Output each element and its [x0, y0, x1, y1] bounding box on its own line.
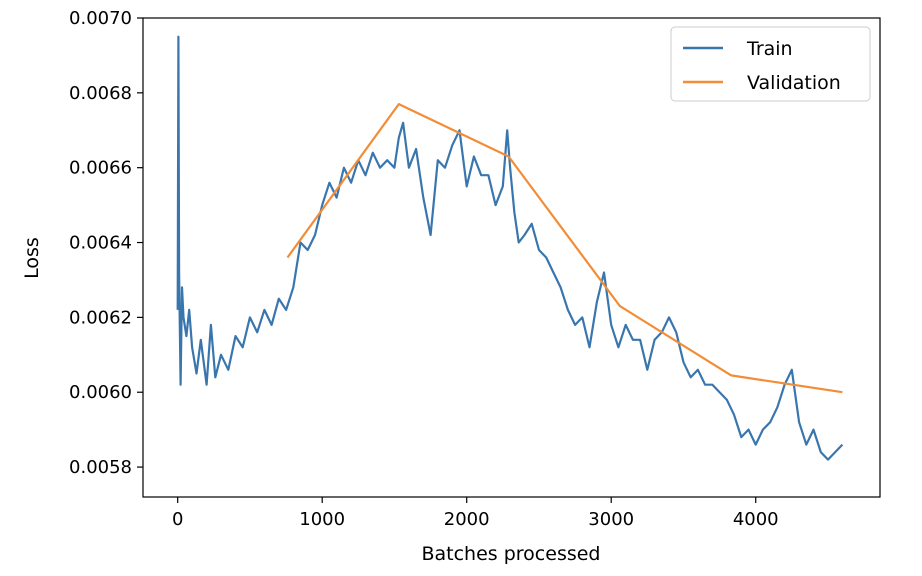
x-tick-label: 3000 — [588, 509, 634, 530]
legend: Train Validation — [670, 26, 871, 102]
x-axis-label: Batches processed — [421, 543, 600, 565]
y-tick-label: 0.0058 — [69, 457, 132, 478]
x-tick-label: 2000 — [444, 509, 490, 530]
series-line-validation — [286, 102, 843, 394]
x-tick-label: 0 — [172, 509, 183, 530]
y-tick-label: 0.0060 — [69, 382, 132, 403]
y-axis: 0.0058 0.0060 0.0062 0.0064 0.0066 0.0068 0.00… — [69, 8, 143, 478]
x-axis: 0 1000 2000 3000 4000 — [172, 497, 779, 530]
x-tick-label: 1000 — [299, 509, 345, 530]
plot-frame — [142, 17, 881, 498]
x-tick-label: 4000 — [733, 509, 779, 530]
y-tick-label: 0.0068 — [69, 83, 132, 104]
series-line-train — [176, 35, 844, 461]
series-layer — [176, 35, 844, 461]
y-axis-label: Loss — [21, 237, 43, 279]
legend-label-validation: Validation — [747, 72, 841, 94]
y-tick-label: 0.0064 — [69, 233, 132, 254]
y-tick-label: 0.0062 — [69, 307, 132, 328]
y-tick-label: 0.0066 — [69, 158, 132, 179]
y-tick-label: 0.0070 — [69, 8, 132, 29]
legend-label-train: Train — [746, 38, 793, 60]
